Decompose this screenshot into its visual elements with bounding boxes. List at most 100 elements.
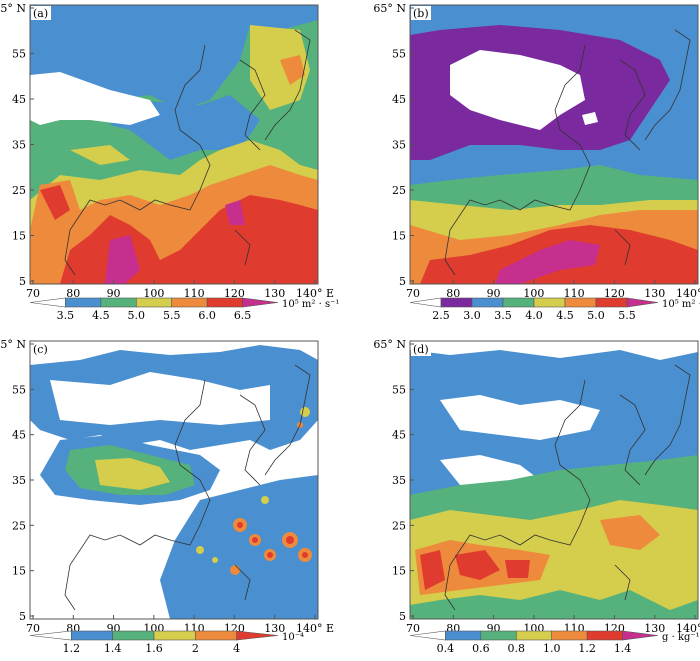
colorbar-swatch [533, 297, 566, 308]
y-tick-label: 65° N [373, 2, 406, 15]
colorbar-tick-label: 4.5 [92, 309, 110, 322]
y-tick-label: 15 [12, 230, 26, 243]
y-tick-label: 15 [392, 565, 406, 578]
y-tick-label: 65° N [373, 338, 406, 351]
colorbar-unit: 10⁻⁴ [282, 632, 304, 643]
colorbar-swatch [622, 630, 659, 641]
colorbar-swatch [502, 297, 535, 308]
y-tick-label: 45 [392, 429, 406, 442]
x-tick-label: 80 [446, 287, 460, 300]
colorbar-swatch [551, 630, 588, 641]
colorbar-tick-label: 0.6 [472, 642, 490, 655]
x-tick-label: 100 [143, 287, 164, 300]
colorbar-swatch [595, 297, 628, 308]
colorbar-tick-label: 1.2 [578, 642, 596, 655]
colorbar-tick-label: 5.5 [163, 309, 181, 322]
y-tick-label: 5 [399, 610, 406, 623]
colorbar-tick-label: 1.4 [104, 642, 122, 655]
x-tick-label: 130 [264, 622, 285, 635]
x-tick-label: 110 [184, 287, 205, 300]
y-tick-label: 5 [19, 275, 26, 288]
colorbar-unit: 10⁵ m² · s⁻¹ [662, 299, 700, 310]
panel-d-label: (d) [413, 343, 429, 356]
colorbar-swatch [171, 297, 208, 308]
colorbar-tick-label: 5.0 [587, 309, 605, 322]
colorbar-swatch [112, 630, 155, 641]
map-panel-d: (d) [409, 340, 699, 620]
y-tick-label: 25 [392, 519, 406, 532]
y-tick-label: 25 [392, 184, 406, 197]
y-tick-label: 5 [19, 610, 26, 623]
x-tick-label: 70 [406, 622, 420, 635]
map-panel-b: (b) [409, 4, 699, 285]
colorbar-swatch [135, 297, 173, 308]
colorbar-tick-label: 0.8 [508, 642, 526, 655]
colorbar-tick-label: 6.0 [198, 309, 216, 322]
colorbar-tick-label: 1.2 [63, 642, 81, 655]
y-tick-label: 5 [399, 275, 406, 288]
y-tick-label: 65° N [0, 2, 26, 15]
colorbar-swatch [206, 297, 243, 308]
x-tick-label: 100 [523, 287, 544, 300]
y-tick-label: 15 [12, 565, 26, 578]
y-tick-label: 65° N [0, 338, 26, 351]
x-tick-label: 90 [487, 287, 501, 300]
y-tick-label: 35 [12, 139, 26, 152]
colorbar-swatch [445, 630, 482, 641]
colorbar-tick-label: 4.5 [556, 309, 574, 322]
colorbar-layer: 3.5 4.5 5.0 5.5 6.0 6.5 10⁵ m² · s⁻¹ 2.5 3.0 3.5 4… [29, 297, 700, 655]
colorbar-swatch [515, 630, 553, 641]
y-tick-label: 25 [12, 184, 26, 197]
y-tick-label: 55 [392, 383, 406, 396]
colorbar-swatch [195, 630, 237, 641]
colorbar-swatch [236, 630, 279, 641]
x-tick-label: 130 [644, 622, 665, 635]
y-tick-label: 45 [392, 93, 406, 106]
colorbar-tick-label: 1.0 [543, 642, 561, 655]
colorbar-swatch [440, 297, 473, 308]
y-tick-label: 35 [12, 474, 26, 487]
y-tick-label: 35 [392, 139, 406, 152]
colorbar-swatch [480, 630, 517, 641]
x-tick-label: 70 [26, 622, 40, 635]
panel-b-label: (b) [413, 7, 429, 20]
colorbar-swatch [242, 297, 279, 308]
y-tick-label: 55 [392, 48, 406, 61]
x-tick-label: 140° E [296, 287, 334, 300]
colorbar-tick-label: 1.6 [145, 642, 163, 655]
colorbar-tick-label: 4.0 [525, 309, 543, 322]
y-tick-label: 15 [392, 230, 406, 243]
colorbar-tick-label: 1.4 [614, 642, 632, 655]
y-tick-label: 45 [12, 93, 26, 106]
colorbar-swatch [586, 630, 623, 641]
colorbar-tick-label: 4 [233, 642, 240, 655]
colorbar-swatch [71, 630, 113, 641]
colorbar-swatch [100, 297, 137, 308]
x-tick-label: 120 [604, 287, 625, 300]
y-tick-label: 45 [12, 429, 26, 442]
y-tick-label: 25 [12, 519, 26, 532]
colorbar-tick-label: 6.5 [234, 309, 252, 322]
colorbar-unit: g · kg⁻¹ [662, 632, 700, 643]
colorbar-swatch [153, 630, 196, 641]
x-tick-label: 120 [224, 287, 245, 300]
x-tick-label: 140° E [296, 622, 334, 635]
colorbar-tick-label: 3.5 [494, 309, 512, 322]
colorbar-tick-label: 5.5 [618, 309, 636, 322]
colorbar-tick-label: 3.0 [463, 309, 481, 322]
map-panel-c: (c) [29, 340, 319, 620]
x-tick-label: 110 [564, 287, 585, 300]
colorbar-unit: 10⁵ m² · s⁻¹ [282, 299, 339, 310]
x-tick-label: 70 [406, 287, 420, 300]
panel-c-label: (c) [33, 343, 48, 356]
y-tick-label: 55 [12, 383, 26, 396]
colorbar-swatch [626, 297, 659, 308]
colorbar-tick-label: 0.4 [437, 642, 455, 655]
x-tick-label: 70 [26, 287, 40, 300]
x-tick-label: 140° E [676, 287, 700, 300]
panel-a-label: (a) [33, 7, 48, 20]
y-tick-label: 35 [392, 474, 406, 487]
x-tick-label: 130 [264, 287, 285, 300]
storm-cells [196, 407, 312, 575]
